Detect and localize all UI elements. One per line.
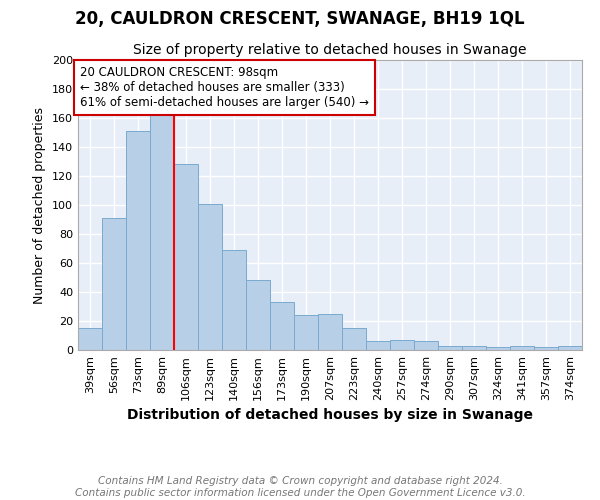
Bar: [390, 340, 414, 350]
Bar: [102, 218, 126, 350]
Text: Contains HM Land Registry data © Crown copyright and database right 2024.
Contai: Contains HM Land Registry data © Crown c…: [74, 476, 526, 498]
Bar: [78, 328, 102, 350]
X-axis label: Distribution of detached houses by size in Swanage: Distribution of detached houses by size …: [127, 408, 533, 422]
Bar: [342, 328, 366, 350]
Bar: [462, 346, 486, 350]
Bar: [366, 342, 390, 350]
Y-axis label: Number of detached properties: Number of detached properties: [34, 106, 46, 304]
Bar: [174, 164, 198, 350]
Bar: [318, 314, 342, 350]
Bar: [414, 342, 438, 350]
Bar: [150, 111, 174, 350]
Bar: [438, 346, 462, 350]
Bar: [486, 347, 510, 350]
Bar: [222, 250, 246, 350]
Title: Size of property relative to detached houses in Swanage: Size of property relative to detached ho…: [133, 44, 527, 58]
Bar: [294, 315, 318, 350]
Bar: [126, 131, 150, 350]
Text: 20 CAULDRON CRESCENT: 98sqm
← 38% of detached houses are smaller (333)
61% of se: 20 CAULDRON CRESCENT: 98sqm ← 38% of det…: [80, 66, 370, 109]
Bar: [510, 346, 534, 350]
Bar: [558, 346, 582, 350]
Bar: [270, 302, 294, 350]
Text: 20, CAULDRON CRESCENT, SWANAGE, BH19 1QL: 20, CAULDRON CRESCENT, SWANAGE, BH19 1QL: [75, 10, 525, 28]
Bar: [246, 280, 270, 350]
Bar: [534, 347, 558, 350]
Bar: [198, 204, 222, 350]
